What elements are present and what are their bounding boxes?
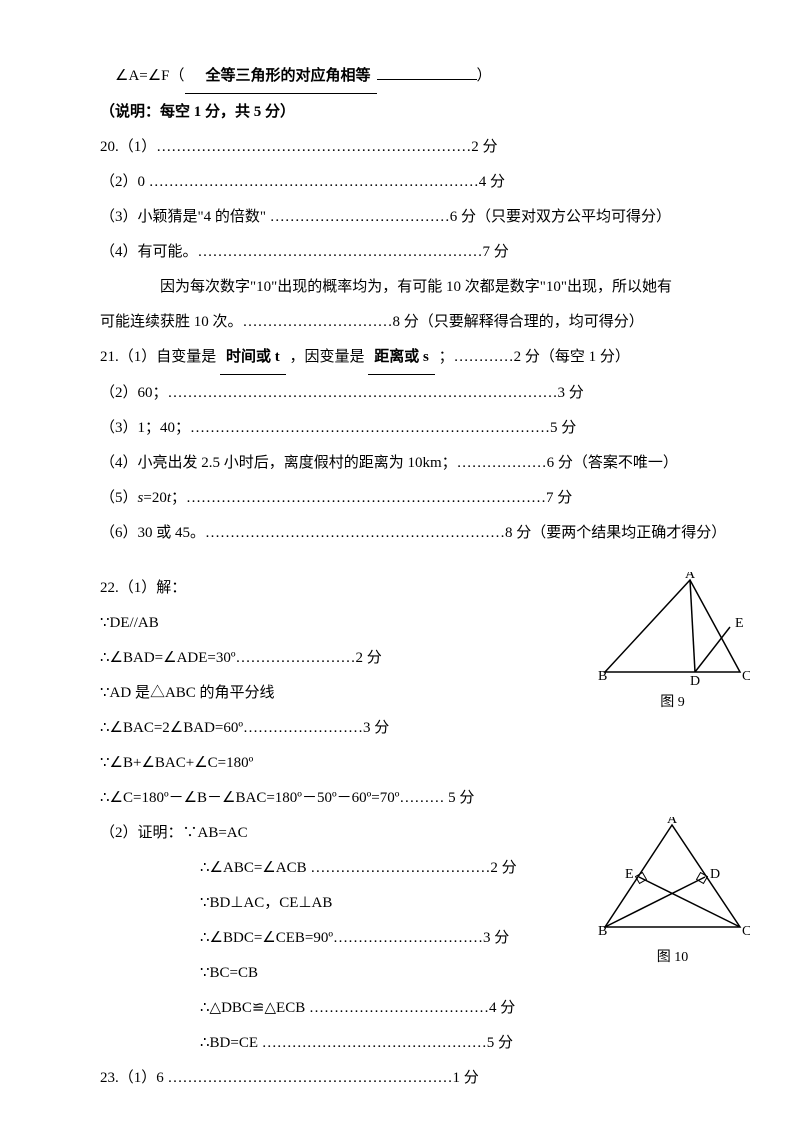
q21-1: 21.（1）自变量是 时间或 t ，因变量是 距离或 s ；…………2 分（每空… [100,341,710,375]
figure-9: A B C D E 图 9 [595,572,750,719]
svg-text:B: B [598,924,607,939]
svg-text:A: A [685,572,696,582]
svg-text:E: E [625,867,634,882]
svg-text:C: C [742,924,750,939]
svg-text:C: C [742,669,750,684]
q20-5a: 因为每次数字"10"出现的概率均为，有可能 10 次都是数字"10"出现，所以她… [100,271,710,304]
q21-2: （2）60；……………………………………………………………………3 分 [100,377,710,410]
q21-3: （3）1；40；………………………………………………………………5 分 [100,412,710,445]
q21-4: （4）小亮出发 2.5 小时后，离度假村的距离为 10km；………………6 分（… [100,447,710,480]
q22-13: ∴△DBC≌△ECB ………………………………4 分 [100,992,710,1025]
svg-text:B: B [598,669,607,684]
fig10-label: 图 10 [595,943,750,974]
fig9-label: 图 9 [595,688,750,719]
note-line: （说明：每空 1 分，共 5 分） [100,96,710,129]
svg-text:A: A [667,817,678,827]
q22-7: ∴∠C=180º－∠B－∠BAC=180º－50º－60º=70º……… 5 分 [100,782,710,815]
q20-3: （3）小颖猜是"4 的倍数" ………………………………6 分（只要对双方公平均可… [100,201,710,234]
underlined-reason: 全等三角形的对应角相等 [185,60,377,94]
q22-6: ∵∠B+∠BAC+∠C=180º [100,747,710,780]
q20-5b: 可能连续获胜 10 次。…………………………8 分（只要解释得合理的，均可得分） [100,306,710,339]
svg-text:D: D [710,867,720,882]
q20-2: （2）0 …………………………………………………………4 分 [100,166,710,199]
q20-1: 20.（1）………………………………………………………2 分 [100,131,710,164]
q21-6: （6）30 或 45。……………………………………………………8 分（要两个结果… [100,517,710,550]
q21-5: （5）s=20t；………………………………………………………………7 分 [100,482,710,515]
q20-4: （4）有可能。…………………………………………………7 分 [100,236,710,269]
svg-text:E: E [735,616,744,631]
answer-top-line: ∠A=∠F（ 全等三角形的对应角相等） [100,60,710,94]
q22-14: ∴BD=CE ………………………………………5 分 [100,1027,710,1060]
svg-text:D: D [690,674,700,689]
q23-1: 23.（1）6 …………………………………………………1 分 [100,1062,710,1095]
figure-10: A B C D E 图 10 [595,817,750,974]
